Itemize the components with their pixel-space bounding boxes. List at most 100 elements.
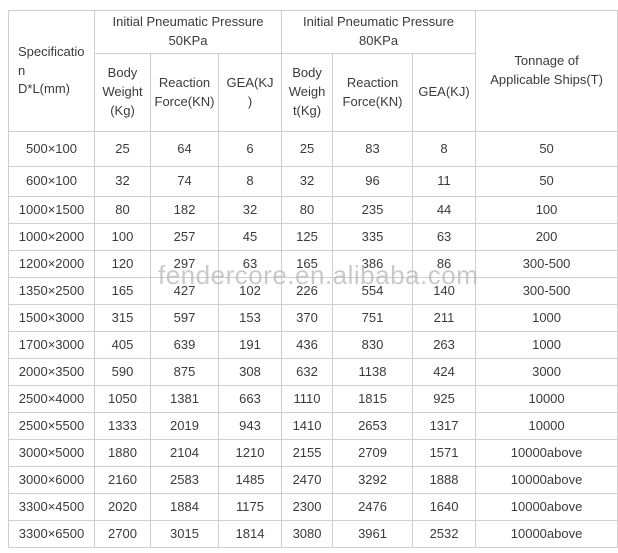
spec-cell: 1350×2500	[8, 277, 95, 305]
value-cell: 10000above	[475, 520, 618, 548]
value-cell: 8	[217, 166, 283, 197]
value-cell: 2700	[94, 520, 151, 548]
subheader-gea-80kpa: GEA(KJ)	[412, 53, 477, 132]
table-body: 500×100 25 64 6 25 83 8 50 600×100 32 74 8 32 96 11 50 1…	[8, 131, 618, 548]
value-cell: 1485	[217, 466, 283, 494]
value-cell: 830	[332, 331, 414, 359]
value-cell: 2709	[332, 439, 414, 467]
value-cell: 165	[94, 277, 151, 305]
value-cell: 120	[94, 250, 151, 278]
subheader-body-weight-50kpa: Body Weight (Kg)	[94, 53, 151, 132]
value-cell: 405	[94, 331, 151, 359]
value-cell: 1000	[475, 304, 618, 332]
spec-cell: 1000×1500	[8, 196, 95, 224]
value-cell: 2020	[94, 493, 151, 521]
value-cell: 1175	[217, 493, 283, 521]
value-cell: 2104	[150, 439, 219, 467]
value-cell: 50	[475, 131, 618, 167]
value-cell: 554	[332, 277, 414, 305]
table-row: 1500×3000 315 597 153 370 751 211 1000	[8, 304, 618, 332]
value-cell: 63	[217, 250, 283, 278]
subheader-body-weight-80kpa-label: Body Weight(Kg)	[288, 65, 326, 118]
value-cell: 211	[412, 304, 477, 332]
value-cell: 32	[217, 196, 283, 224]
value-cell: 64	[150, 131, 219, 167]
value-cell: 639	[150, 331, 219, 359]
value-cell: 1138	[332, 358, 414, 386]
value-cell: 50	[475, 166, 618, 197]
spec-cell: 2000×3500	[8, 358, 95, 386]
value-cell: 925	[412, 385, 477, 413]
value-cell: 3292	[332, 466, 414, 494]
value-cell: 74	[150, 166, 219, 197]
value-cell: 25	[281, 131, 334, 167]
table-row: 3000×5000 1880 2104 1210 2155 2709 1571 10000ab…	[8, 439, 618, 467]
value-cell: 25	[94, 131, 151, 167]
table-row: 3300×6500 2700 3015 1814 3080 3961 2532 10000ab…	[8, 520, 618, 548]
value-cell: 263	[412, 331, 477, 359]
value-cell: 32	[281, 166, 334, 197]
value-cell: 1410	[281, 412, 334, 440]
value-cell: 96	[332, 166, 414, 197]
subheader-reaction-force-50kpa: Reaction Force(KN)	[150, 53, 219, 132]
sub-header-row: Body Weight (Kg) Reaction Force(KN) GEA(…	[9, 53, 618, 132]
group-header-80kpa: Initial Pneumatic Pressure 80KPa	[281, 10, 477, 54]
table-header: Specification D*L(mm) Initial Pneumatic …	[8, 10, 618, 132]
specification-table: Specification D*L(mm) Initial Pneumatic …	[8, 10, 618, 548]
table-row: 1350×2500 165 427 102 226 554 140 300-500	[8, 277, 618, 305]
value-cell: 226	[281, 277, 334, 305]
spec-cell: 3300×6500	[8, 520, 95, 548]
value-cell: 386	[332, 250, 414, 278]
value-cell: 315	[94, 304, 151, 332]
value-cell: 10000above	[475, 466, 618, 494]
value-cell: 943	[217, 412, 283, 440]
spec-cell: 3000×5000	[8, 439, 95, 467]
table-row: 2500×4000 1050 1381 663 1110 1815 925 10000	[8, 385, 618, 413]
group-header-row: Specification D*L(mm) Initial Pneumatic …	[8, 10, 618, 132]
table-row: 3000×6000 2160 2583 1485 2470 3292 1888 10000ab…	[8, 466, 618, 494]
value-cell: 10000above	[475, 493, 618, 521]
table-row: 1200×2000 120 297 63 165 386 86 300-500	[8, 250, 618, 278]
value-cell: 86	[412, 250, 477, 278]
value-cell: 335	[332, 223, 414, 251]
value-cell: 663	[217, 385, 283, 413]
value-cell: 875	[150, 358, 219, 386]
value-cell: 140	[412, 277, 477, 305]
table-row: 1700×3000 405 639 191 436 830 263 1000	[8, 331, 618, 359]
value-cell: 2160	[94, 466, 151, 494]
value-cell: 2653	[332, 412, 414, 440]
value-cell: 182	[150, 196, 219, 224]
value-cell: 2155	[281, 439, 334, 467]
value-cell: 32	[94, 166, 151, 197]
value-cell: 44	[412, 196, 477, 224]
subheader-gea-80kpa-label: GEA(KJ)	[418, 84, 470, 100]
value-cell: 165	[281, 250, 334, 278]
value-cell: 2470	[281, 466, 334, 494]
value-cell: 297	[150, 250, 219, 278]
subheader-reaction-force-80kpa: Reaction Force(KN)	[332, 53, 414, 132]
spec-cell: 2500×4000	[8, 385, 95, 413]
value-cell: 3080	[281, 520, 334, 548]
value-cell: 8	[412, 131, 477, 167]
table-row: 600×100 32 74 8 32 96 11 50	[8, 166, 618, 197]
value-cell: 1000	[475, 331, 618, 359]
spec-cell: 1500×3000	[8, 304, 95, 332]
table-row: 500×100 25 64 6 25 83 8 50	[8, 131, 618, 167]
value-cell: 1210	[217, 439, 283, 467]
value-cell: 1884	[150, 493, 219, 521]
value-cell: 1640	[412, 493, 477, 521]
value-cell: 1381	[150, 385, 219, 413]
value-cell: 200	[475, 223, 618, 251]
subheader-reaction-force-50kpa-label: Reaction Force(KN)	[154, 74, 215, 109]
subheader-body-weight-80kpa: Body Weight(Kg)	[281, 53, 334, 132]
value-cell: 11	[412, 166, 477, 197]
value-cell: 1110	[281, 385, 334, 413]
spec-cell: 2500×5500	[8, 412, 95, 440]
value-cell: 436	[281, 331, 334, 359]
value-cell: 1880	[94, 439, 151, 467]
value-cell: 100	[475, 196, 618, 224]
subheader-gea-50kpa: GEA(KJ)	[217, 53, 283, 132]
value-cell: 125	[281, 223, 334, 251]
value-cell: 3000	[475, 358, 618, 386]
